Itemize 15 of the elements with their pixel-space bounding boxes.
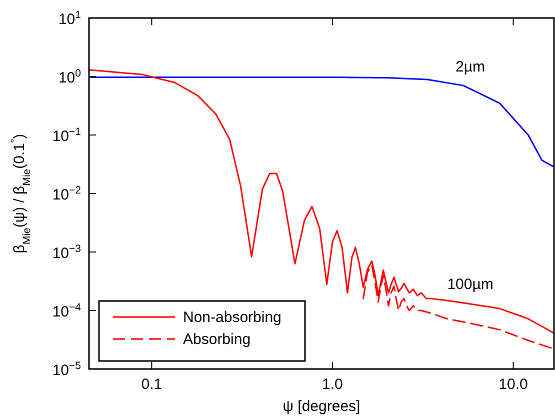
annotation: 100µm [447, 276, 494, 293]
y-tick-label: 10$^{−5}$ [52, 360, 82, 379]
legend-label: Non-absorbing [183, 309, 282, 326]
x-tick-label: 0.1 [141, 376, 162, 393]
x-axis-title: ψ [degrees] [282, 398, 360, 415]
x-tick-label: 10.0 [498, 376, 528, 393]
x-tick-label: 1.0 [322, 376, 343, 393]
y-tick-label: 10$^{1}$ [58, 9, 82, 28]
y-tick-label: 10$^{−4}$ [52, 302, 82, 320]
legend-label: Absorbing [183, 331, 251, 348]
y-tick-label: 10$^{−1}$ [52, 126, 82, 145]
y-tick-label: 10$^{−2}$ [52, 184, 82, 204]
annotation: 2µm [456, 58, 486, 76]
y-tick-label: 10$^{0}$ [58, 68, 82, 86]
y-tick-label: 10$^{−3}$ [52, 243, 82, 262]
